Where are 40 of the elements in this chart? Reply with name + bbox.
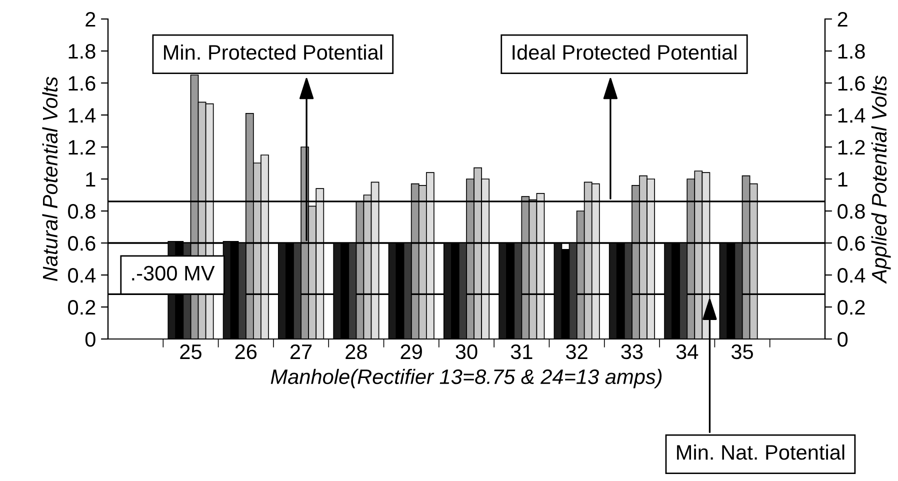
y2-tick-label: 0 (838, 332, 848, 347)
x-tick-label: 33 (621, 344, 643, 360)
y2-tick-label: 2 (838, 12, 848, 27)
y2-tick-label: 1.6 (838, 76, 865, 91)
y-tick-label: 0.4 (68, 268, 96, 283)
y-tick-label: 0.8 (68, 204, 96, 219)
y2-tick-label: 1.4 (838, 108, 866, 123)
x-tick-label: 25 (180, 344, 202, 360)
ref-line-label: Ideal Protected Potential (512, 44, 736, 60)
x-tick-label: 32 (566, 344, 588, 360)
y2-tick-label: 1.2 (838, 140, 865, 155)
x-tick-label: 34 (676, 344, 698, 360)
x-tick-label: 27 (290, 344, 312, 359)
y-tick-label: 1.2 (68, 140, 96, 155)
x-tick-label: 26 (235, 344, 257, 360)
x-tick-label: 31 (510, 344, 532, 360)
x-tick-label: 29 (400, 344, 422, 360)
x-tick-label: 28 (346, 344, 367, 360)
y-tick-label: 0 (85, 332, 96, 347)
y2-tick-label: 1 (838, 172, 848, 187)
y2-tick-label: 0.8 (838, 204, 865, 219)
y2-tick-label: 0.6 (838, 236, 865, 251)
y-tick-label: 1.8 (68, 44, 96, 59)
y2-tick-label: 1.8 (838, 44, 865, 59)
y2-tick-label: 0.2 (838, 300, 865, 315)
y-tick-label: 1 (86, 172, 96, 187)
y-tick-label: 1.6 (68, 76, 96, 91)
y-tick-label: 0.6 (68, 236, 96, 251)
y-tick-label: 0.2 (68, 300, 96, 315)
y2-axis-title: Applied Potential Volts (871, 76, 891, 284)
y-axis-title: Natural Potential Volts (42, 76, 58, 282)
x-axis-title: Manhole(Rectifier 13=8.75 & 24=13 amps) (270, 368, 662, 388)
annotation: .-300 MV (132, 266, 215, 281)
y2-tick-label: 0.4 (838, 268, 866, 283)
ref-line-label: Min. Protected Potential (164, 44, 382, 60)
y-tick-label: 1.4 (68, 108, 96, 123)
x-tick-label: 35 (731, 344, 753, 360)
y-tick-label: 2 (86, 12, 96, 27)
ref-line-label: Min. Nat. Potential (677, 444, 844, 460)
x-tick-label: 30 (456, 344, 478, 360)
